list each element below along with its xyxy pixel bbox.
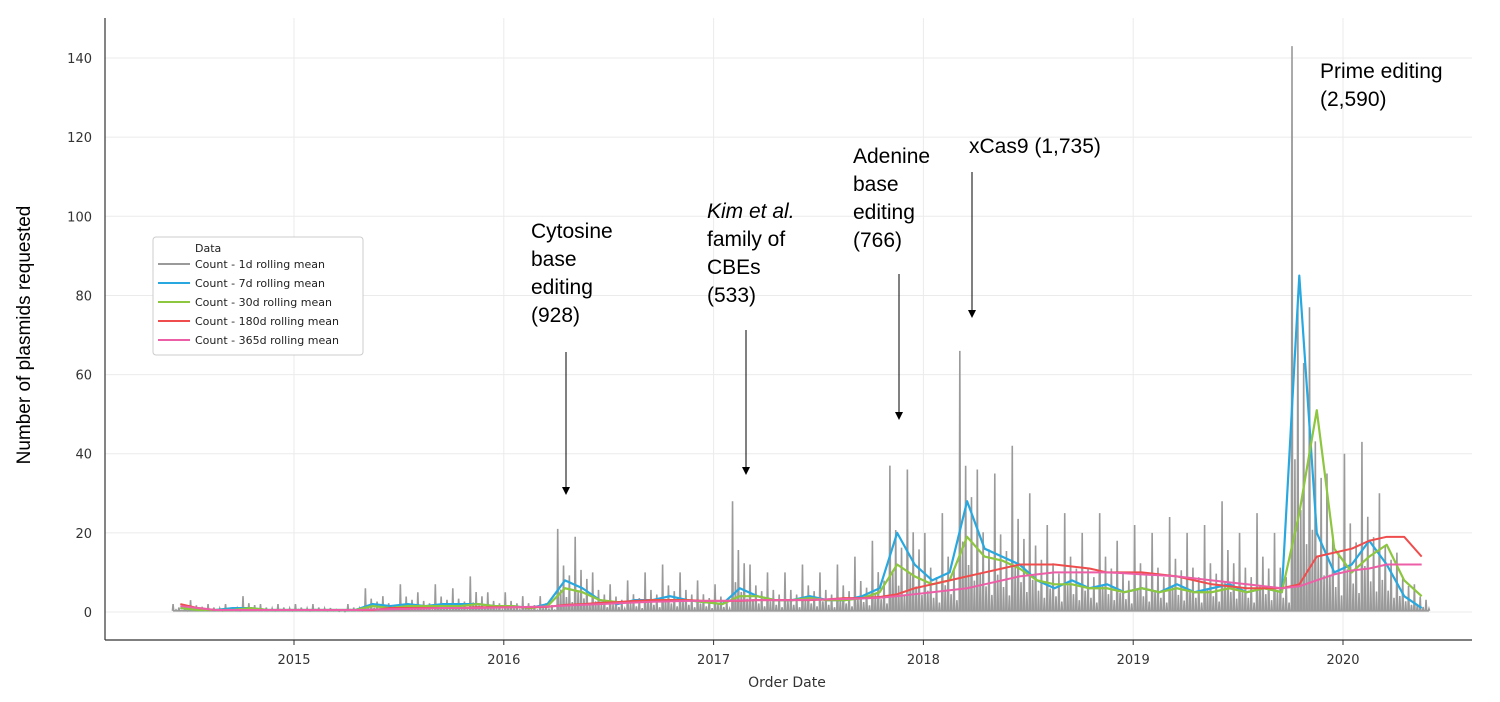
x-axis-label: Order Date — [748, 675, 826, 691]
y-tick-label: 20 — [75, 527, 92, 542]
annotation-line: Adenine — [853, 145, 931, 168]
y-tick-label: 120 — [67, 131, 92, 146]
arrow-head-icon — [968, 310, 976, 318]
annotation-line: (928) — [531, 304, 581, 327]
legend-label: Count - 180d rolling mean — [195, 315, 339, 328]
annotation-label: Cytosine base editing (928) — [531, 218, 613, 330]
gridlines — [105, 18, 1472, 640]
annotation-line: CBEs — [707, 256, 761, 279]
y-tick-label: 140 — [67, 52, 92, 67]
legend: Data Count - 1d rolling mean Count - 7d r… — [152, 236, 364, 356]
x-tick-label: 2016 — [487, 653, 520, 668]
annotation-line: xCas9 (1,735) — [969, 135, 1101, 158]
annotation-line: (766) — [853, 229, 903, 252]
annotation-line: Kim et al. — [707, 200, 795, 223]
legend-title: Data — [195, 242, 221, 255]
legend-label: Count - 7d rolling mean — [195, 277, 325, 290]
annotation-line: family of — [707, 228, 786, 251]
axis-ticks: 0 20 40 60 80 100 120 140 2015 2016 2017 2018 2019 20… — [67, 52, 1359, 668]
arrow-head-icon — [895, 412, 903, 420]
y-axis-label: Number of plasmids requested — [14, 206, 35, 465]
x-tick-label: 2019 — [1117, 653, 1150, 668]
series-365d-line — [180, 563, 1422, 612]
x-tick-label: 2015 — [277, 653, 310, 668]
y-tick-label: 0 — [84, 606, 92, 621]
annotation-line: Prime editing — [1320, 60, 1443, 83]
annotation-line: base — [853, 173, 899, 196]
x-tick-label: 2020 — [1326, 653, 1359, 668]
arrow-head-icon — [742, 467, 750, 475]
annotation-line: (533) — [707, 284, 757, 307]
annotation-label: xCas9 (1,735) — [969, 133, 1101, 161]
y-tick-label: 80 — [75, 289, 92, 304]
annotation-line: (2,590) — [1320, 88, 1387, 111]
annotation-label: Prime editing (2,590) — [1320, 58, 1443, 114]
arrow-head-icon — [562, 487, 570, 495]
annotation-line: editing — [853, 201, 915, 224]
series-1d-line — [171, 46, 1431, 613]
x-tick-label: 2017 — [697, 653, 730, 668]
annotation-arrows — [562, 172, 976, 495]
annotation-label: Adenine base editing (766) — [853, 143, 930, 255]
legend-box — [152, 236, 364, 356]
series-7d-line — [180, 274, 1423, 612]
annotation-line: Cytosine — [531, 220, 613, 243]
legend-label: Count - 30d rolling mean — [195, 296, 332, 309]
y-tick-label: 40 — [75, 448, 92, 463]
legend-label: Count - 1d rolling mean — [195, 258, 325, 271]
legend-label: Count - 365d rolling mean — [195, 334, 339, 347]
annotation-line: editing — [531, 276, 593, 299]
y-tick-label: 60 — [75, 369, 92, 384]
x-tick-label: 2018 — [907, 653, 940, 668]
annotation-line: base — [531, 248, 577, 271]
y-tick-label: 100 — [67, 210, 92, 225]
annotation-label: Kim et al. family of CBEs (533) — [707, 198, 795, 310]
series-30d-line — [180, 409, 1423, 612]
series-lines — [171, 46, 1431, 613]
